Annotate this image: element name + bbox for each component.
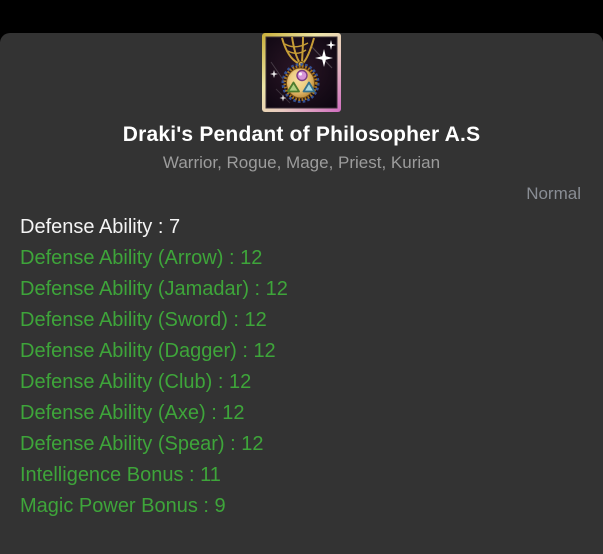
stat-line: Intelligence Bonus : 11 xyxy=(20,464,221,486)
stat-line: Defense Ability (Sword) : 12 xyxy=(20,309,267,331)
stat-line: Defense Ability (Spear) : 12 xyxy=(20,433,264,455)
pendant-icon xyxy=(262,33,341,112)
item-tooltip-card: Draki's Pendant of Philosopher A.S Warri… xyxy=(0,33,603,554)
item-title: Draki's Pendant of Philosopher A.S xyxy=(122,123,481,146)
stat-line: Defense Ability (Club) : 12 xyxy=(20,371,252,393)
item-grade-label: Normal xyxy=(526,184,581,203)
stat-line: Defense Ability (Axe) : 12 xyxy=(20,402,245,424)
stat-line: Defense Ability : 7 xyxy=(20,216,181,238)
stat-line: Defense Ability (Arrow) : 12 xyxy=(20,247,263,269)
stat-line: Magic Power Bonus : 9 xyxy=(20,495,226,517)
item-class-list: Warrior, Rogue, Mage, Priest, Kurian xyxy=(162,153,441,172)
stat-line: Defense Ability (Dagger) : 12 xyxy=(20,340,276,362)
item-stats-list: Defense Ability : 7 Defense Ability (Arr… xyxy=(0,212,603,522)
stat-line: Defense Ability (Jamadar) : 12 xyxy=(20,278,288,300)
